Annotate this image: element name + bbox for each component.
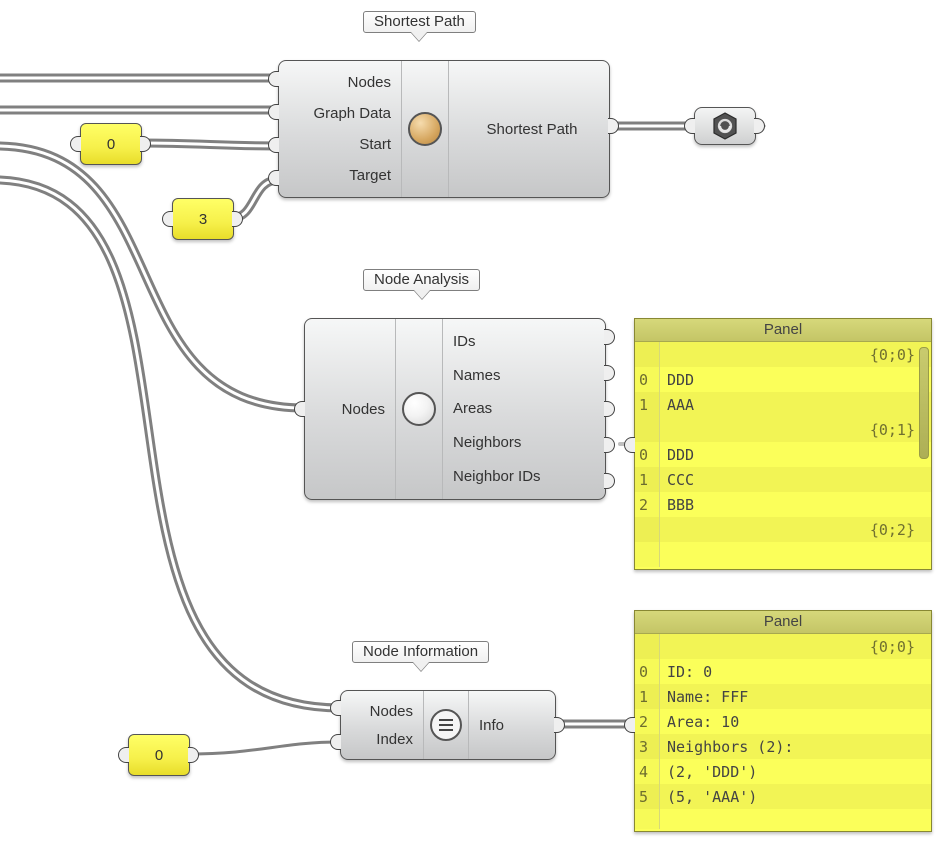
tag-shortest-path: Shortest Path bbox=[363, 11, 476, 33]
port-grip[interactable] bbox=[268, 71, 279, 87]
number-slider-3[interactable]: 3 bbox=[172, 198, 234, 240]
port-out-ids: IDs bbox=[449, 330, 599, 353]
component-node-analysis[interactable]: Nodes IDs Names Areas Neighbors Neighbor… bbox=[304, 318, 606, 500]
port-in-nodes: Nodes bbox=[285, 71, 395, 94]
shortest-path-icon bbox=[408, 112, 442, 146]
panel-neighbors[interactable]: Panel {0;0}0DDD1AAA{0;1}0DDD1CCC2BBB{0;2… bbox=[634, 318, 932, 570]
port-grip[interactable] bbox=[604, 365, 615, 381]
hexnut-icon bbox=[710, 111, 740, 141]
panel-data-row: 1AAA bbox=[635, 392, 931, 417]
port-grip[interactable] bbox=[604, 401, 615, 417]
tag-node-information: Node Information bbox=[352, 641, 489, 663]
port-out-names: Names bbox=[449, 364, 599, 387]
panel-path-row: {0;0} bbox=[635, 634, 931, 659]
panel-info[interactable]: Panel {0;0}0ID: 01Name: FFF2Area: 103Nei… bbox=[634, 610, 932, 832]
port-grip[interactable] bbox=[188, 747, 199, 763]
panel-data-row: 2BBB bbox=[635, 492, 931, 517]
port-grip[interactable] bbox=[162, 211, 173, 227]
panel-title: Panel bbox=[635, 319, 931, 342]
port-in-graph-data: Graph Data bbox=[285, 102, 395, 125]
port-grip[interactable] bbox=[330, 700, 341, 716]
port-grip[interactable] bbox=[294, 401, 305, 417]
panel-data-row: 1Name: FFF bbox=[635, 684, 931, 709]
panel-data-row: 2Area: 10 bbox=[635, 709, 931, 734]
port-grip[interactable] bbox=[268, 137, 279, 153]
panel-data-row: 4(2, 'DDD') bbox=[635, 759, 931, 784]
port-out-info: Info bbox=[475, 714, 549, 737]
port-grip[interactable] bbox=[70, 136, 81, 152]
panel-path-row: {0;0} bbox=[635, 342, 931, 367]
panel-scrollbar-thumb[interactable] bbox=[919, 347, 929, 459]
port-grip[interactable] bbox=[140, 136, 151, 152]
panel-data-row: 3Neighbors (2): bbox=[635, 734, 931, 759]
panel-title: Panel bbox=[635, 611, 931, 634]
panel-data-row: 1CCC bbox=[635, 467, 931, 492]
port-grip[interactable] bbox=[554, 717, 565, 733]
panel-data-row: 5(5, 'AAA') bbox=[635, 784, 931, 809]
port-grip[interactable] bbox=[268, 104, 279, 120]
port-out-shortest-path: Shortest Path bbox=[481, 121, 578, 138]
panel-gutter bbox=[635, 342, 660, 567]
port-out-neighbors: Neighbors bbox=[449, 431, 599, 454]
port-out-areas: Areas bbox=[449, 397, 599, 420]
panel-data-row: 0DDD bbox=[635, 367, 931, 392]
component-data-output[interactable] bbox=[694, 107, 756, 145]
grasshopper-canvas[interactable]: Shortest Path Node Analysis Node Informa… bbox=[0, 0, 940, 860]
port-in-start: Start bbox=[285, 133, 395, 156]
panel-path-row: {0;2} bbox=[635, 517, 931, 542]
number-slider-0b[interactable]: 0 bbox=[128, 734, 190, 776]
panel-data-row: 0DDD bbox=[635, 442, 931, 467]
port-grip[interactable] bbox=[330, 734, 341, 750]
number-slider-0a[interactable]: 0 bbox=[80, 123, 142, 165]
panel-gutter bbox=[635, 634, 660, 829]
panel-path-row: {0;1} bbox=[635, 417, 931, 442]
port-grip[interactable] bbox=[608, 118, 619, 134]
component-node-information[interactable]: Nodes Index Info bbox=[340, 690, 556, 760]
port-grip[interactable] bbox=[604, 329, 615, 345]
port-grip[interactable] bbox=[624, 437, 635, 453]
port-out-neighbor-ids: Neighbor IDs bbox=[449, 465, 599, 488]
node-analysis-icon bbox=[402, 392, 436, 426]
node-information-icon bbox=[430, 709, 462, 741]
port-grip[interactable] bbox=[118, 747, 129, 763]
port-grip[interactable] bbox=[684, 118, 695, 134]
port-in-nodes-2: Nodes bbox=[311, 398, 389, 421]
port-grip[interactable] bbox=[268, 170, 279, 186]
panel-data-row: 0ID: 0 bbox=[635, 659, 931, 684]
port-in-nodes-3: Nodes bbox=[347, 700, 417, 723]
port-grip[interactable] bbox=[604, 473, 615, 489]
component-shortest-path[interactable]: Nodes Graph Data Start Target Shortest P… bbox=[278, 60, 610, 198]
port-in-target: Target bbox=[285, 164, 395, 187]
port-in-index: Index bbox=[347, 728, 417, 751]
port-grip[interactable] bbox=[232, 211, 243, 227]
tag-node-analysis: Node Analysis bbox=[363, 269, 480, 291]
port-grip[interactable] bbox=[624, 717, 635, 733]
port-grip[interactable] bbox=[754, 118, 765, 134]
port-grip[interactable] bbox=[604, 437, 615, 453]
